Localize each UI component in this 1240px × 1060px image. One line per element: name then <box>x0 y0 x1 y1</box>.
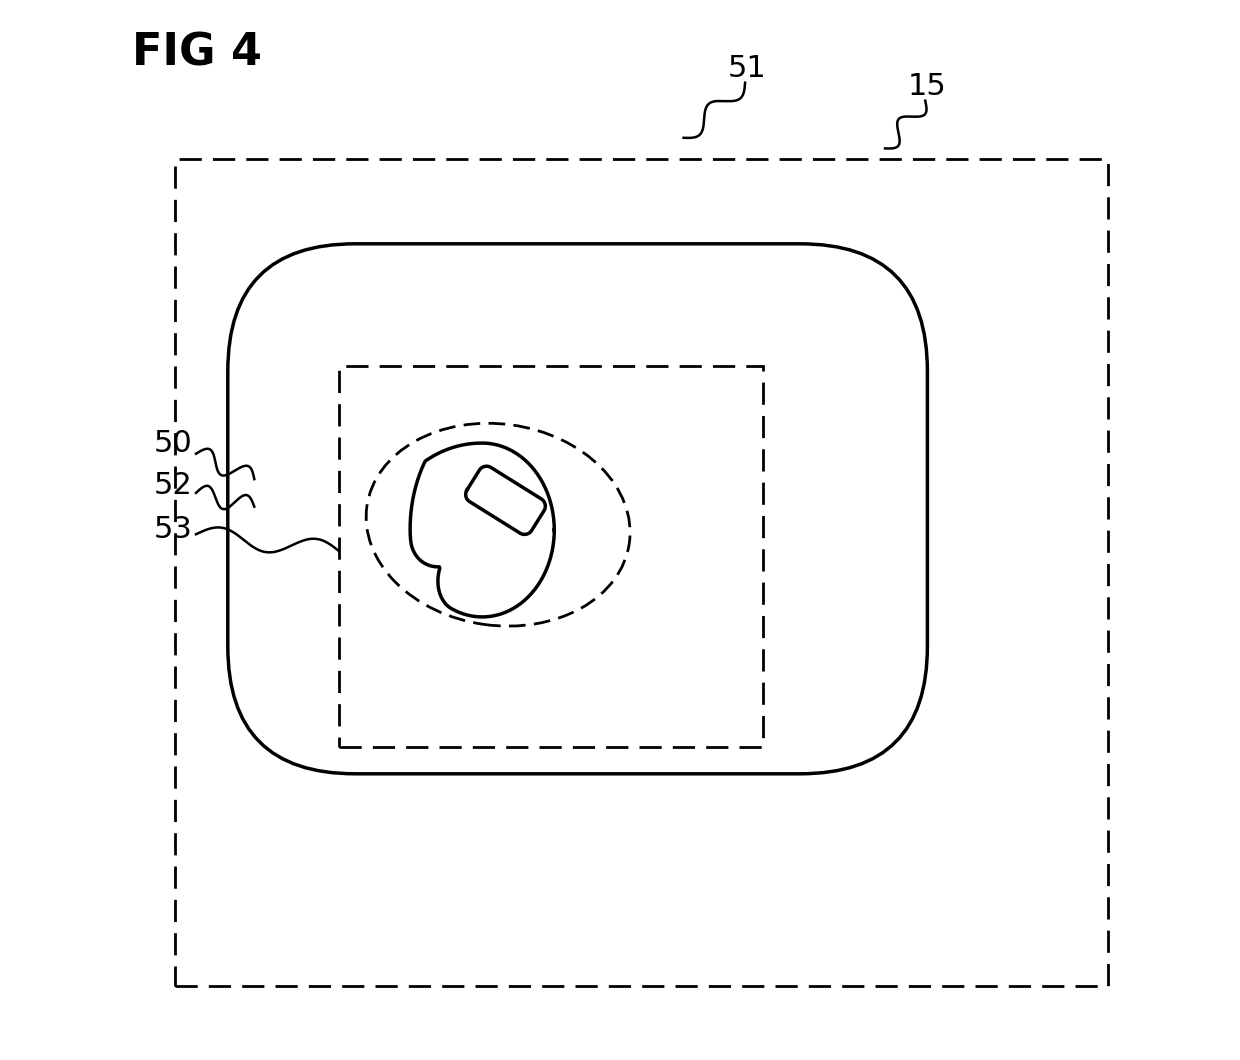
Bar <box>175 159 1107 986</box>
Text: 51: 51 <box>728 54 766 84</box>
Text: 53: 53 <box>154 515 192 545</box>
Text: FIG 4: FIG 4 <box>133 32 263 75</box>
Text: 50: 50 <box>154 428 192 458</box>
Bar <box>339 366 763 747</box>
Text: 15: 15 <box>908 72 947 102</box>
Text: 52: 52 <box>154 471 192 500</box>
